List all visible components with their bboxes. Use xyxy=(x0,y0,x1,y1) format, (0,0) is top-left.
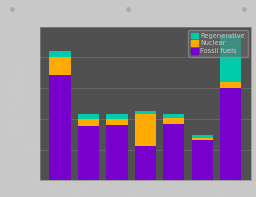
Bar xyxy=(106,125,127,180)
Bar xyxy=(78,114,99,119)
Bar xyxy=(135,111,156,114)
Bar xyxy=(135,146,156,180)
Y-axis label: Power Consumption in
kilowatts per Capita (2007): Power Consumption in kilowatts per Capit… xyxy=(10,63,22,144)
Bar xyxy=(191,140,213,180)
Bar xyxy=(106,114,127,119)
Bar xyxy=(49,51,71,57)
Legend: Regenerative, Nuclear, Fossil fuels: Regenerative, Nuclear, Fossil fuels xyxy=(188,30,248,57)
Bar xyxy=(163,118,184,124)
Bar xyxy=(106,119,127,125)
Bar xyxy=(220,88,241,180)
Bar xyxy=(220,82,241,88)
Bar xyxy=(49,74,71,180)
Bar xyxy=(220,35,241,82)
Bar xyxy=(191,138,213,140)
Bar xyxy=(78,126,99,180)
Bar xyxy=(78,119,99,126)
Bar xyxy=(135,114,156,146)
Bar xyxy=(191,135,213,138)
Bar xyxy=(163,124,184,180)
Bar xyxy=(49,57,71,74)
Bar xyxy=(163,114,184,118)
